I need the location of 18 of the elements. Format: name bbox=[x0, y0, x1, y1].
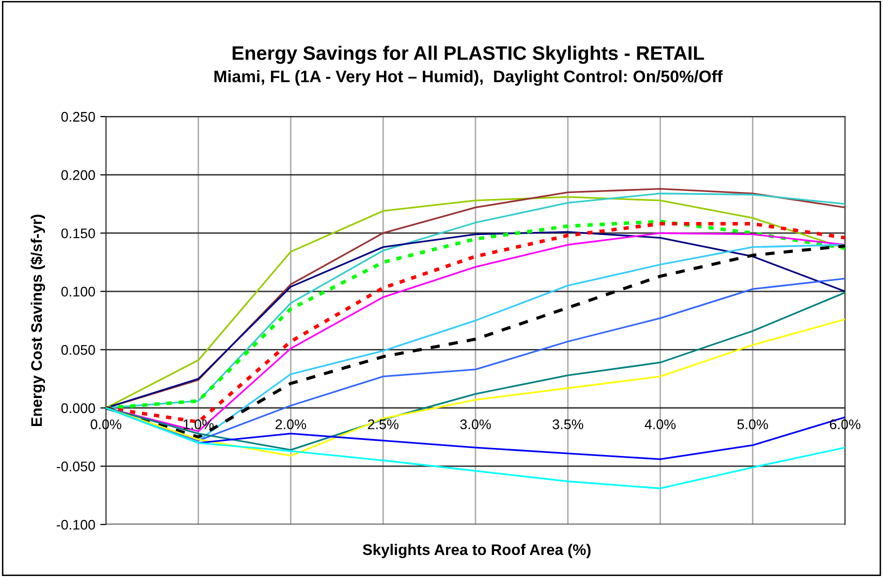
x-tick-label: 5.0% bbox=[737, 419, 768, 430]
y-tick-label: 0.150 bbox=[61, 228, 96, 238]
chart-subtitle: Miami, FL (1A - Very Hot – Humid), Daylight Control: On/50%/Off bbox=[214, 70, 723, 86]
y-tick-label: 0.050 bbox=[61, 344, 96, 355]
x-axis-title: Skylights Area to Roof Area (%) bbox=[362, 544, 591, 558]
x-tick-label: 3.5% bbox=[552, 419, 584, 430]
y-tick-label: 0.000 bbox=[61, 403, 96, 414]
y-tick-label: -0.100 bbox=[56, 520, 96, 530]
x-tick-label: 3.0% bbox=[460, 419, 491, 430]
y-tick-label: 0.100 bbox=[61, 286, 96, 297]
y-tick-label: 0.250 bbox=[61, 112, 96, 122]
chart-title: Energy Savings for All PLASTIC Skylights - RETAIL bbox=[232, 46, 704, 64]
x-tick-label: 2.0% bbox=[276, 419, 306, 430]
x-tick-label: 4.0% bbox=[644, 419, 676, 430]
x-tick-label: 2.5% bbox=[368, 419, 398, 430]
y-axis-title: Energy Cost Savings ($/sf-yr) bbox=[30, 214, 46, 426]
y-tick-label: -0.050 bbox=[56, 462, 96, 472]
y-tick-label: 0.200 bbox=[61, 170, 96, 180]
